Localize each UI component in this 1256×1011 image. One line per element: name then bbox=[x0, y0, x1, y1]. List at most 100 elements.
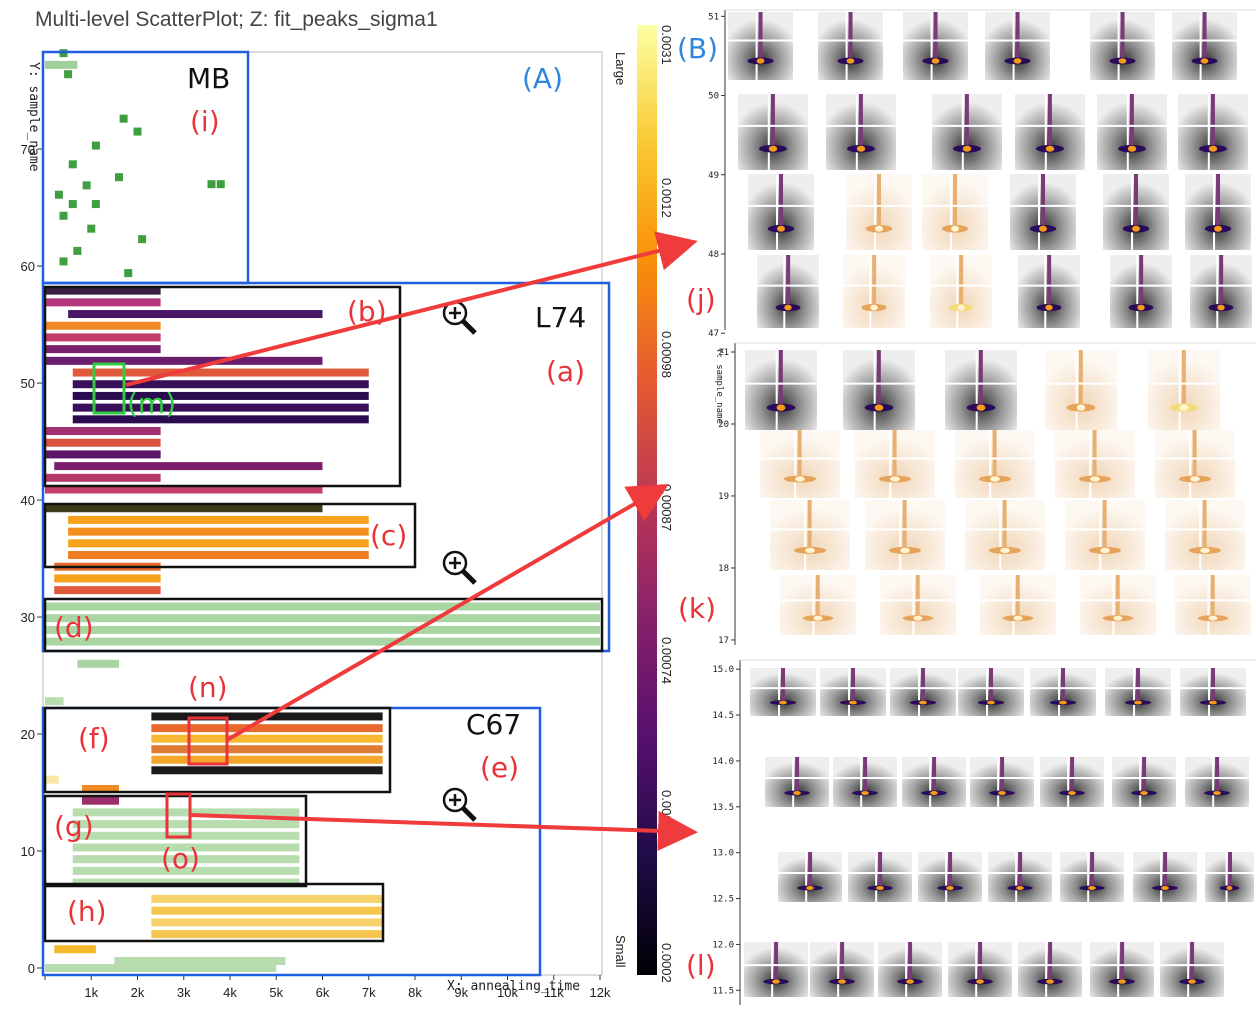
panel-y-tick-label: 49 bbox=[708, 171, 719, 181]
panel-y-tick-label: 48 bbox=[708, 250, 719, 260]
label: (d) bbox=[54, 611, 94, 644]
thumbnail bbox=[1065, 500, 1145, 570]
point-strip bbox=[151, 918, 382, 926]
point-strip bbox=[151, 756, 382, 764]
thumb-core bbox=[1118, 979, 1126, 983]
thumb-core bbox=[861, 791, 869, 795]
thumb-beam bbox=[1228, 852, 1232, 890]
panel-y-label: Y: sample_name bbox=[714, 348, 724, 424]
thumb-core bbox=[805, 548, 815, 554]
thumb-core bbox=[976, 979, 984, 983]
thumb-beam bbox=[1163, 852, 1167, 890]
point-strip bbox=[54, 586, 160, 594]
point bbox=[120, 115, 128, 123]
thumb-core bbox=[1161, 886, 1169, 890]
colorbar-tick-label: 0.00098 bbox=[659, 331, 674, 378]
thumb-beam bbox=[774, 942, 778, 983]
point bbox=[64, 70, 72, 78]
thumb-beam bbox=[978, 942, 982, 983]
thumbnail bbox=[1175, 575, 1251, 635]
point-strip bbox=[45, 626, 600, 634]
thumb-beam bbox=[1130, 94, 1134, 151]
page: {"chart_data": {"type": "scatter", "titl… bbox=[0, 0, 1256, 1011]
thumbnail bbox=[865, 500, 945, 570]
label: (j) bbox=[686, 283, 716, 316]
thumb-beam bbox=[989, 668, 993, 704]
thumbnail bbox=[1080, 575, 1156, 635]
thumb-core bbox=[857, 146, 865, 152]
point-strip bbox=[45, 345, 161, 353]
thumb-beam bbox=[1061, 668, 1065, 704]
point-strip bbox=[68, 539, 369, 547]
thumb-core bbox=[1208, 616, 1217, 621]
thumb-core bbox=[813, 616, 822, 621]
thumbnail bbox=[1148, 350, 1220, 430]
point-strip bbox=[151, 907, 382, 915]
thumb-core bbox=[838, 979, 846, 983]
detail-panels: 51504948472120191817Y: sample_name15.014… bbox=[708, 10, 1256, 1005]
colorbar-low: Small bbox=[613, 935, 628, 968]
thumb-beam bbox=[993, 430, 997, 481]
colorbar-tick-label: 0.0031 bbox=[659, 25, 674, 65]
thumb-beam bbox=[1203, 500, 1207, 553]
thumbnail bbox=[930, 255, 992, 328]
y-tick-label: 50 bbox=[21, 376, 35, 391]
thumb-core bbox=[1200, 548, 1210, 554]
thumbnail bbox=[1060, 852, 1124, 902]
label: (o) bbox=[161, 842, 200, 875]
thumb-beam bbox=[916, 575, 920, 620]
thumbnail bbox=[955, 430, 1035, 498]
thumb-core bbox=[1119, 58, 1127, 63]
point-strip bbox=[45, 504, 323, 512]
panel-y-tick-label: 13.5 bbox=[712, 803, 734, 813]
thumb-beam bbox=[959, 255, 963, 310]
thumb-beam bbox=[921, 668, 925, 704]
point bbox=[138, 235, 146, 243]
thumb-beam bbox=[934, 12, 938, 63]
point-strip bbox=[151, 930, 382, 938]
thumb-core bbox=[757, 58, 765, 63]
thumb-beam bbox=[1134, 174, 1138, 231]
panel-y-tick-label: 47 bbox=[708, 329, 719, 339]
point-strip bbox=[68, 310, 322, 318]
y-axis-label: Y: sample_name bbox=[26, 62, 41, 172]
x-tick-label: 7k bbox=[362, 985, 376, 1000]
label: (i) bbox=[190, 105, 220, 138]
thumbnail bbox=[810, 942, 874, 997]
point-strip bbox=[45, 439, 161, 447]
thumb-beam bbox=[872, 255, 876, 310]
thumb-core bbox=[777, 226, 785, 232]
point-strip bbox=[45, 776, 59, 784]
thumb-beam bbox=[1016, 12, 1020, 63]
colorbar-tick-label: 0.0002 bbox=[659, 943, 674, 983]
label: (a) bbox=[546, 355, 585, 388]
thumb-beam bbox=[781, 668, 785, 704]
thumbnail bbox=[1133, 852, 1197, 902]
thumb-core bbox=[957, 305, 964, 311]
thumbnail bbox=[958, 668, 1024, 716]
x-tick-label: 6k bbox=[316, 985, 330, 1000]
label: (c) bbox=[370, 519, 407, 552]
colorbar-tick-label: 0.0012 bbox=[659, 178, 674, 218]
thumbnail bbox=[922, 174, 988, 250]
thumb-core bbox=[1180, 404, 1189, 410]
thumb-beam bbox=[1142, 757, 1146, 795]
thumb-core bbox=[795, 476, 805, 481]
thumb-core bbox=[793, 791, 801, 795]
thumb-beam bbox=[1070, 757, 1074, 795]
point-strip bbox=[151, 745, 382, 753]
thumbnail bbox=[780, 575, 856, 635]
thumb-beam bbox=[1016, 575, 1020, 620]
thumbnail bbox=[1018, 942, 1082, 997]
thumb-core bbox=[772, 979, 780, 983]
x-tick-label: 8k bbox=[408, 985, 422, 1000]
point-strip bbox=[68, 528, 369, 536]
point-strip bbox=[73, 380, 369, 388]
thumbnail bbox=[748, 174, 814, 250]
thumbnail bbox=[1018, 255, 1080, 328]
thumb-core bbox=[1100, 548, 1110, 554]
thumb-beam bbox=[1219, 255, 1223, 310]
thumb-core bbox=[875, 226, 883, 232]
thumb-core bbox=[1213, 791, 1221, 795]
thumbnail bbox=[1010, 174, 1076, 250]
